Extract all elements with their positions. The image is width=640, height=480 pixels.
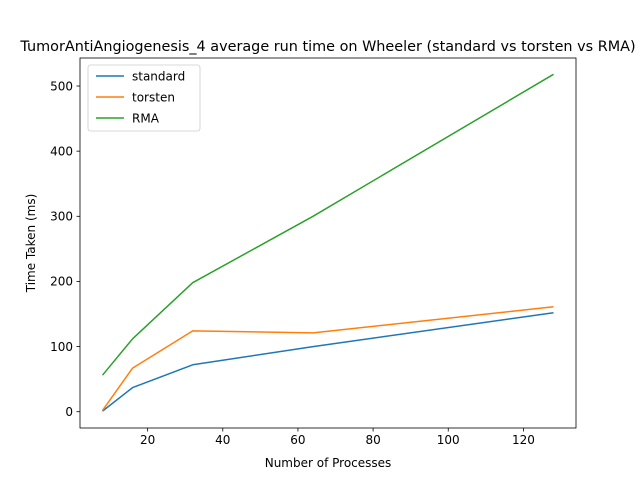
y-tick-label: 200 bbox=[50, 275, 73, 289]
x-tick-label: 120 bbox=[512, 433, 535, 447]
y-tick-label: 100 bbox=[50, 340, 73, 354]
x-tick-label: 20 bbox=[140, 433, 155, 447]
chart-title: TumorAntiAngiogenesis_4 average run time… bbox=[19, 39, 635, 55]
legend-label-standard: standard bbox=[132, 69, 185, 83]
series-line-standard bbox=[102, 311, 554, 412]
y-tick-label: 500 bbox=[50, 79, 73, 93]
legend: standard torsten RMA bbox=[87, 64, 201, 132]
y-axis: 0 100 200 300 400 500 bbox=[50, 79, 80, 419]
y-tick-label: 0 bbox=[65, 405, 73, 419]
series-layer bbox=[101, 73, 554, 412]
x-tick-label: 60 bbox=[290, 433, 305, 447]
legend-label-torsten: torsten bbox=[132, 90, 175, 104]
legend-label-rma: RMA bbox=[132, 111, 160, 125]
y-axis-label: Time Taken (ms) bbox=[24, 194, 38, 294]
series-line-torsten bbox=[101, 306, 554, 411]
x-tick-label: 80 bbox=[365, 433, 380, 447]
y-tick-label: 300 bbox=[50, 210, 73, 224]
x-axis-label: Number of Processes bbox=[265, 456, 392, 470]
x-axis: 20 40 60 80 100 120 bbox=[140, 428, 535, 447]
plot-area-frame bbox=[79, 57, 577, 429]
x-tick-label: 100 bbox=[437, 433, 460, 447]
series-line-rma bbox=[101, 73, 554, 376]
legend-frame bbox=[87, 64, 201, 132]
x-tick-label: 40 bbox=[215, 433, 230, 447]
y-tick-label: 400 bbox=[50, 144, 73, 158]
